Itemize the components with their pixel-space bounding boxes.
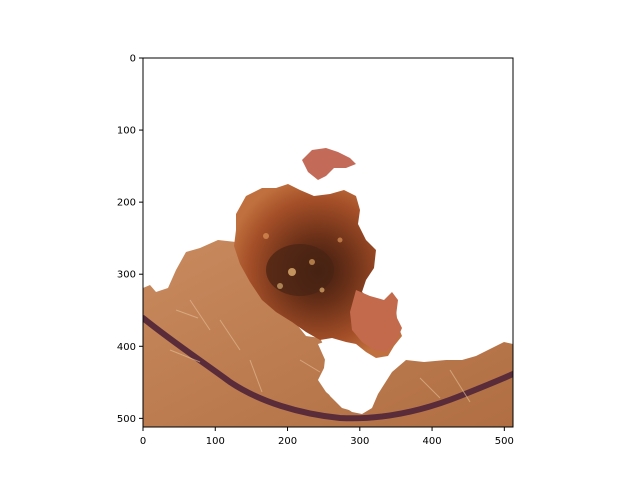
x-tick-label: 300 bbox=[350, 436, 369, 447]
x-tick-label: 100 bbox=[206, 436, 225, 447]
lesion-core bbox=[266, 244, 334, 296]
x-tick-label: 0 bbox=[140, 436, 146, 447]
x-tick-label: 500 bbox=[495, 436, 514, 447]
y-tick-label: 0 bbox=[130, 54, 136, 65]
y-tick-label: 500 bbox=[117, 414, 136, 425]
x-tick-label: 400 bbox=[423, 436, 442, 447]
x-tick-label: 200 bbox=[278, 436, 297, 447]
y-tick-label: 300 bbox=[117, 270, 136, 281]
y-axis: 0 100 200 300 400 500 bbox=[117, 54, 143, 425]
axes-frame bbox=[142, 57, 514, 428]
skin-region-left bbox=[143, 240, 513, 427]
x-axis: 0 100 200 300 400 500 bbox=[140, 427, 514, 447]
vessel-line bbox=[143, 315, 513, 422]
y-tick-label: 200 bbox=[117, 198, 136, 209]
y-tick-label: 100 bbox=[117, 126, 136, 137]
lesion-image bbox=[143, 148, 513, 427]
top-patch bbox=[302, 148, 356, 180]
y-tick-label: 400 bbox=[117, 342, 136, 353]
